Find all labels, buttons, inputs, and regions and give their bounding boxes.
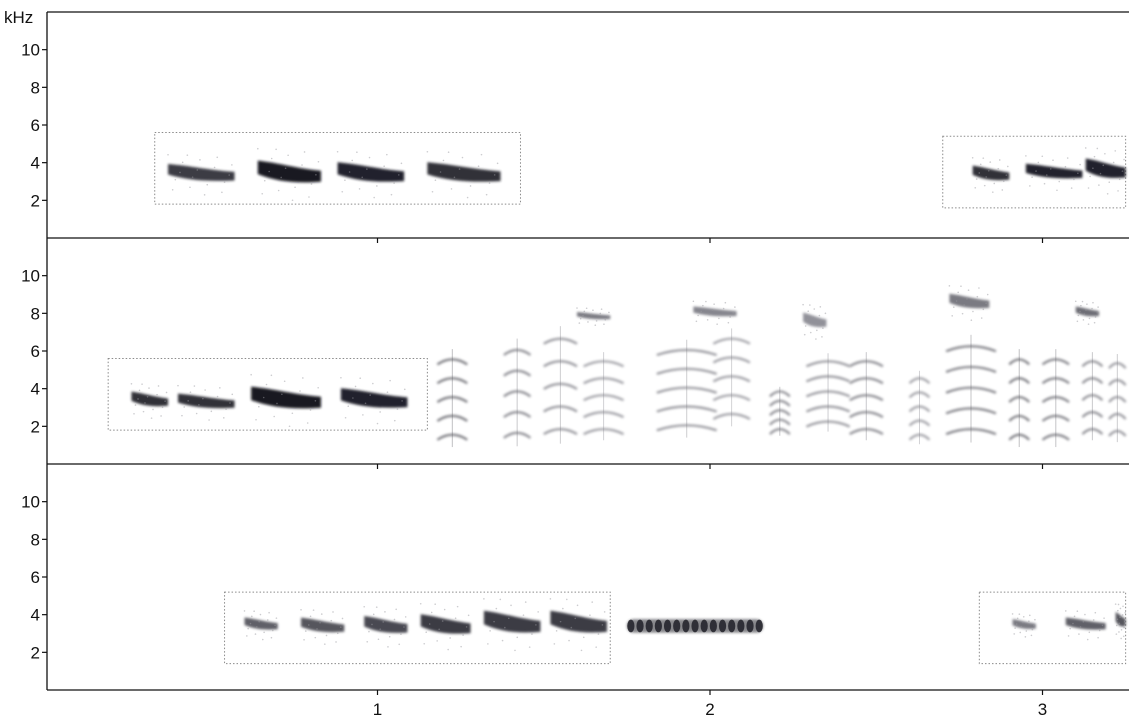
selection-box xyxy=(224,591,611,665)
y-tick-label: 4 xyxy=(31,606,40,625)
note-mark xyxy=(483,598,541,652)
selection-box xyxy=(942,135,1127,209)
note-mark xyxy=(1074,300,1100,325)
note-mark xyxy=(250,373,321,428)
note-mark xyxy=(436,349,468,448)
note-mark xyxy=(1025,155,1083,192)
selection-box xyxy=(978,591,1127,665)
note-mark xyxy=(626,619,764,633)
note-mark xyxy=(656,339,717,438)
note-mark xyxy=(1084,147,1126,195)
y-tick-label: 8 xyxy=(31,530,40,549)
note-mark xyxy=(243,610,278,641)
y-tick-label: 4 xyxy=(31,380,40,399)
note-mark xyxy=(1008,349,1030,448)
note-mark xyxy=(1081,352,1104,441)
note-mark xyxy=(177,384,235,421)
note-mark xyxy=(426,150,501,199)
note-mark xyxy=(130,382,169,419)
note-mark xyxy=(945,334,997,443)
x-tick-label: 1 xyxy=(373,700,382,719)
note-mark xyxy=(692,300,737,325)
note-mark xyxy=(971,156,1010,193)
y-tick-label: 2 xyxy=(31,417,40,436)
y-tick-label: 6 xyxy=(31,568,40,587)
y-tick-label: 8 xyxy=(31,78,40,97)
note-mark xyxy=(1041,349,1070,448)
note-mark xyxy=(908,370,931,445)
note-mark xyxy=(300,608,345,645)
y-tick-label: 10 xyxy=(21,267,40,286)
note-mark xyxy=(543,326,578,444)
note-mark xyxy=(419,602,471,651)
y-tick-label: 10 xyxy=(21,493,40,512)
note-mark xyxy=(712,328,751,427)
y-tick-label: 6 xyxy=(31,116,40,135)
note-mark xyxy=(948,285,990,321)
x-tick-label: 3 xyxy=(1038,700,1047,719)
spectrogram-panel: 2 4 6 8 10 xyxy=(21,238,1129,469)
x-tick-label: 2 xyxy=(705,700,714,719)
note-mark xyxy=(503,338,532,447)
note-mark xyxy=(1064,610,1106,641)
note-mark xyxy=(769,386,791,436)
note-mark xyxy=(1114,603,1127,640)
y-tick-label: 8 xyxy=(31,304,40,323)
note-mark xyxy=(849,352,884,441)
note-mark xyxy=(257,147,321,202)
y-unit-label: kHz xyxy=(4,8,33,27)
note-mark xyxy=(802,303,827,340)
note-mark xyxy=(1011,613,1036,638)
note-mark xyxy=(805,353,851,432)
y-tick-label: 2 xyxy=(31,191,40,210)
y-tick-label: 2 xyxy=(31,643,40,662)
y-tick-label: 6 xyxy=(31,342,40,361)
spectrogram-panel: 2 4 6 8 10 xyxy=(21,464,1129,695)
y-tick-label: 4 xyxy=(31,154,40,173)
note-mark xyxy=(1108,354,1127,443)
note-mark xyxy=(336,150,405,199)
note-mark xyxy=(167,153,235,196)
selection-box xyxy=(154,132,521,205)
selection-box xyxy=(107,358,428,431)
note-mark xyxy=(583,352,625,441)
note-mark xyxy=(549,598,607,652)
y-tick-label: 10 xyxy=(21,41,40,60)
note-mark xyxy=(363,605,408,648)
note-mark xyxy=(340,376,408,425)
note-mark xyxy=(576,307,611,327)
spectrogram-panel: 2 4 6 8 10 kHz xyxy=(4,8,1129,243)
